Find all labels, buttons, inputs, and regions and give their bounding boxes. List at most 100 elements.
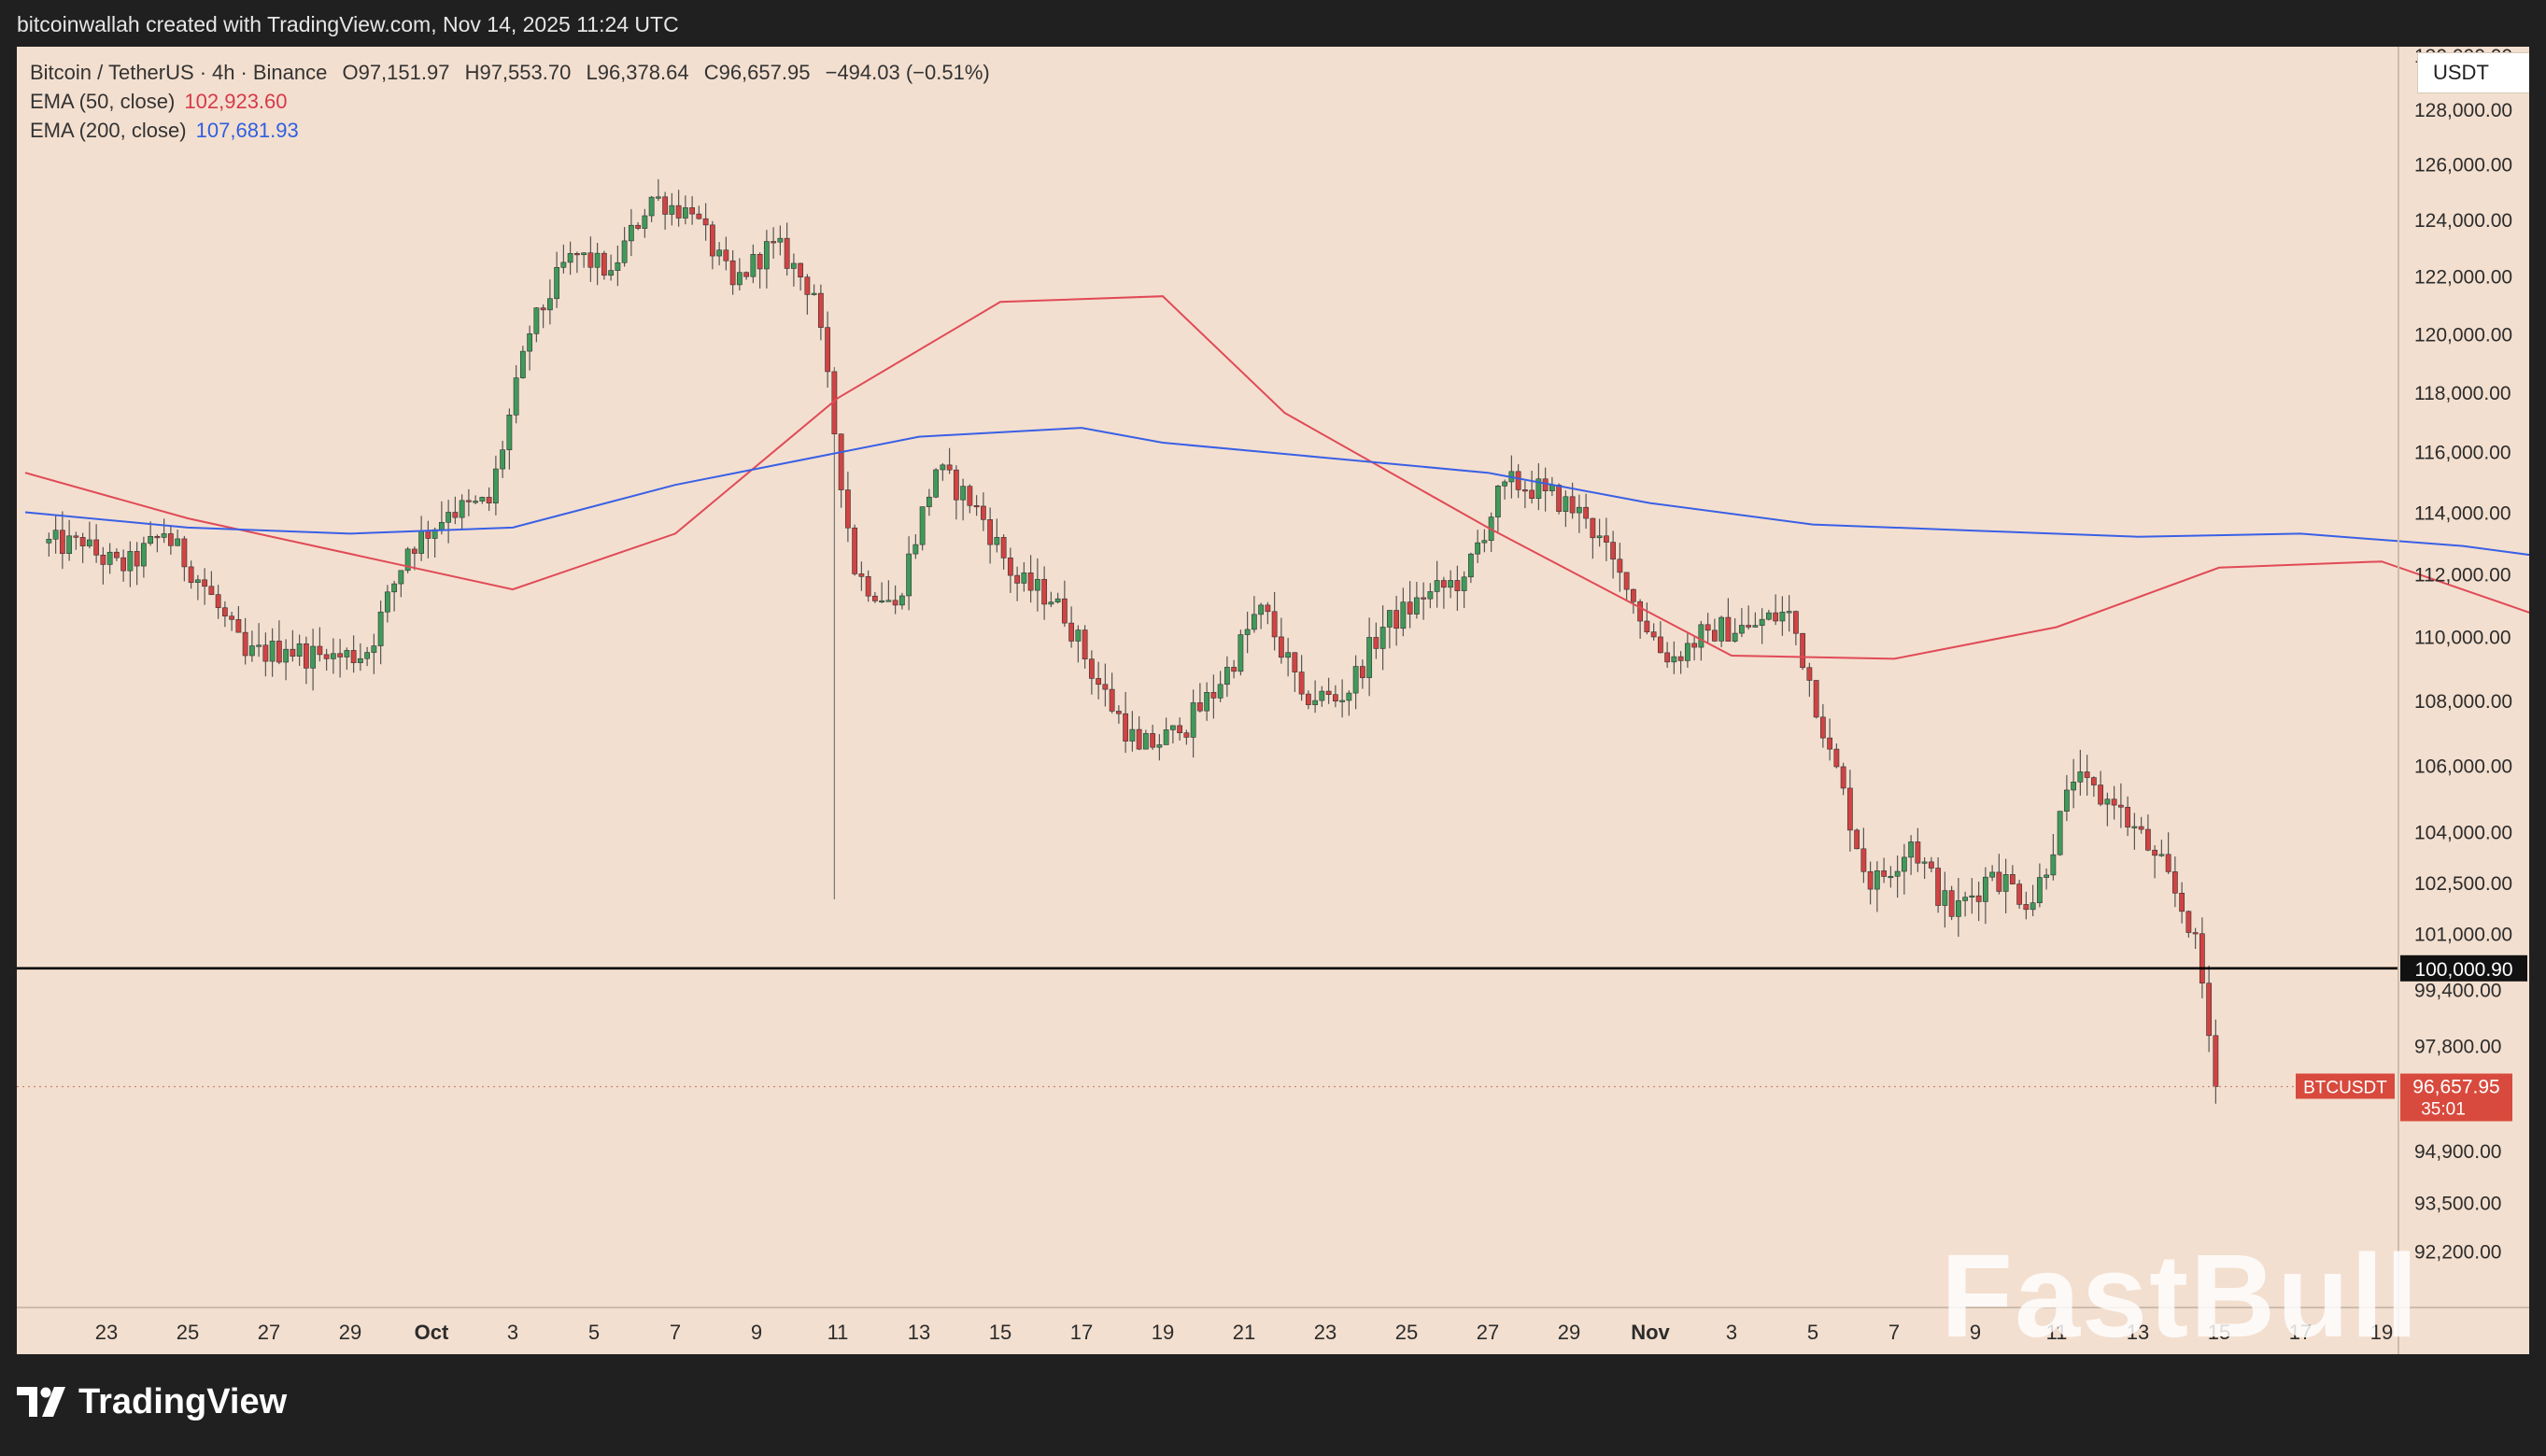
candle-down [2213, 1035, 2219, 1087]
candle-up [344, 650, 350, 657]
time-tick-label: 9 [751, 1321, 762, 1344]
candle-down [1082, 629, 1088, 660]
candle-down [817, 292, 824, 328]
candle-up [1563, 496, 1569, 512]
time-tick-label: 27 [1477, 1321, 1499, 1344]
candle-up [2002, 874, 2009, 892]
candle-down [892, 600, 898, 606]
candle-up [1312, 700, 1319, 705]
candle-down [425, 530, 431, 539]
candle-up [127, 551, 134, 572]
candle-down [2111, 799, 2117, 806]
time-tick-label: Nov [1631, 1321, 1670, 1344]
candle-up [615, 262, 621, 271]
candle-down [1928, 861, 1934, 869]
legend-ema200-row[interactable]: EMA (200, close) 107,681.93 [30, 116, 990, 145]
legend-ema50-row[interactable]: EMA (50, close) 102,923.60 [30, 87, 990, 116]
price-tick-label: 99,400.00 [2414, 980, 2501, 1001]
candle-down [1088, 658, 1095, 679]
candle-up [790, 262, 797, 269]
candle-up [86, 539, 92, 546]
candle-down [723, 249, 729, 262]
legend-symbol-row[interactable]: Bitcoin / TetherUS · 4h · Binance O97,151.97… [30, 61, 990, 84]
legend-change: −494.03 (−0.51%) [825, 61, 990, 84]
candle-down [235, 618, 242, 633]
time-tick-label: 21 [1233, 1321, 1255, 1344]
candle-down [1603, 535, 1609, 543]
candle-down [1000, 537, 1007, 558]
candle-down [1183, 732, 1190, 738]
price-tick-label: 116,000.00 [2414, 443, 2511, 464]
candle-down [1677, 656, 1684, 661]
candle-down [1975, 895, 1982, 902]
candle-down [1664, 652, 1671, 663]
candle-down [1210, 692, 1217, 699]
candle-up [1169, 725, 1176, 730]
chart-panel[interactable]: Bitcoin / TetherUS · 4h · Binance O97,151.97… [17, 47, 2529, 1354]
candle-down [1265, 604, 1271, 613]
candle-down [2179, 892, 2185, 912]
candle-down [1231, 667, 1238, 672]
candle-down [804, 276, 811, 295]
candle-up [1942, 890, 1948, 906]
candle-up [716, 249, 723, 257]
price-tick-label: 112,000.00 [2414, 564, 2511, 586]
candle-up [1779, 612, 1786, 622]
candle-down [798, 262, 804, 277]
candle-down [2185, 911, 2192, 933]
candle-up [926, 496, 932, 507]
candle-down [1271, 611, 1278, 638]
candle-up [148, 536, 154, 544]
time-tick-label: 7 [670, 1321, 681, 1344]
candle-down [2117, 804, 2124, 808]
candle-up [655, 196, 661, 199]
price-tick-label: 128,000.00 [2414, 100, 2512, 121]
candle-up [1698, 624, 1704, 648]
candle-up [1386, 610, 1393, 628]
time-tick-label: 13 [908, 1321, 930, 1344]
candle-down [1650, 631, 1657, 638]
price-tick-label: 118,000.00 [2414, 383, 2511, 404]
time-tick-label: 17 [2289, 1321, 2312, 1344]
candle-down [1096, 678, 1102, 686]
currency-unit-button[interactable]: USDT [2417, 52, 2529, 93]
price-tick-label: 114,000.00 [2414, 502, 2511, 524]
candle-up [194, 579, 201, 584]
candle-up [140, 543, 147, 567]
candle-up [533, 307, 540, 334]
candle-up [2036, 877, 2043, 903]
legend-ema50-label: EMA (50, close) [30, 90, 176, 113]
candle-down [303, 643, 309, 669]
candle-down [696, 213, 702, 219]
candle-down [865, 575, 871, 597]
time-tick-label: 15 [989, 1321, 1011, 1344]
candle-up [473, 501, 479, 503]
candle-down [967, 486, 973, 506]
time-tick-label: 29 [339, 1321, 361, 1344]
time-tick-label: 3 [507, 1321, 518, 1344]
candle-down [1630, 588, 1636, 602]
candle-down [1278, 636, 1284, 658]
candle-up [384, 591, 390, 613]
candle-up [581, 252, 587, 256]
candle-up [621, 240, 628, 263]
candle-up [1339, 700, 1346, 702]
legend-interval: 4h [212, 61, 235, 84]
candle-down [73, 535, 79, 538]
candle-down [1542, 478, 1549, 491]
candle-down [93, 539, 100, 556]
time-tick-label: 5 [588, 1321, 600, 1344]
candle-down [1800, 632, 1806, 669]
candle-down [1881, 870, 1888, 877]
candle-down [757, 254, 763, 270]
tradingview-logo[interactable]: TradingView [17, 1382, 287, 1422]
candle-up [1142, 733, 1149, 750]
time-tick-label: 19 [2370, 1321, 2393, 1344]
candle-down [1948, 890, 1955, 917]
candle-down [709, 224, 715, 257]
candle-down [689, 207, 696, 215]
price-tick-label: 124,000.00 [2414, 210, 2512, 232]
candle-up [1258, 604, 1265, 615]
candle-up [912, 544, 919, 555]
